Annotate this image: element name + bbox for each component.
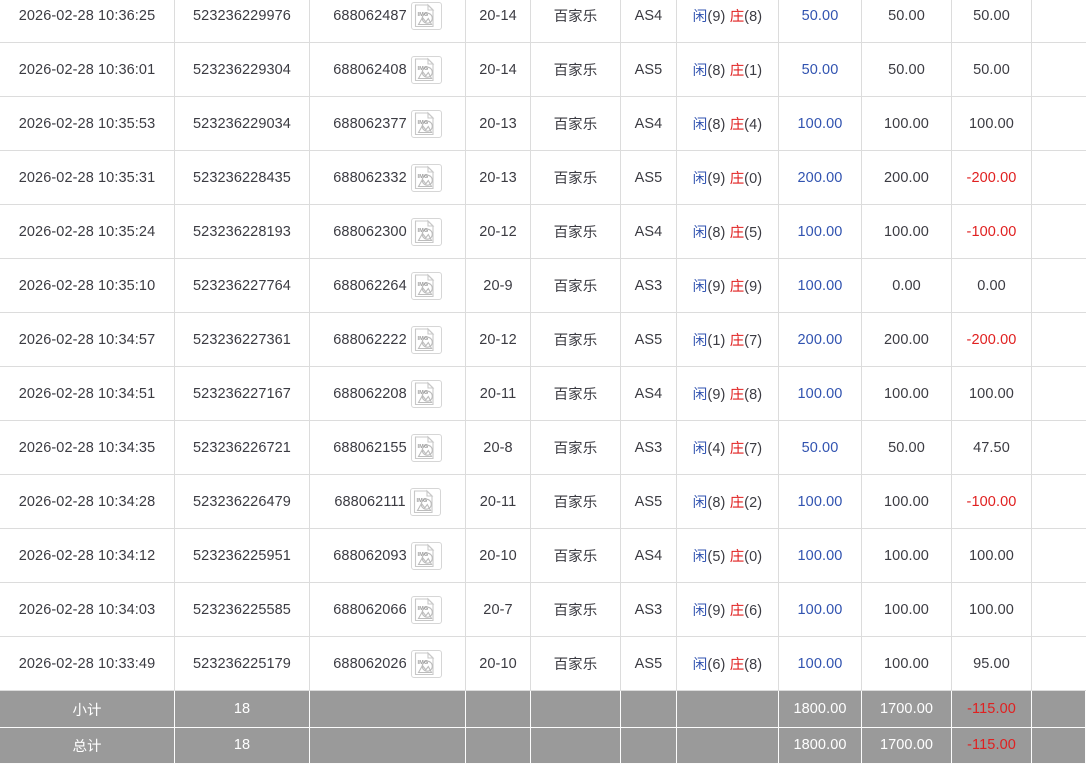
svg-text:IMG: IMG: [417, 660, 428, 666]
svg-text:IMG: IMG: [417, 336, 428, 342]
svg-text:IMG: IMG: [417, 12, 428, 18]
svg-text:IMG: IMG: [417, 174, 428, 180]
svg-text:IMG: IMG: [417, 390, 428, 396]
svg-text:IMG: IMG: [417, 606, 428, 612]
svg-text:IMG: IMG: [417, 228, 428, 234]
svg-text:IMG: IMG: [417, 120, 428, 126]
svg-text:IMG: IMG: [417, 282, 428, 288]
svg-text:IMG: IMG: [416, 498, 427, 504]
svg-text:IMG: IMG: [417, 552, 428, 558]
svg-text:IMG: IMG: [417, 66, 428, 72]
svg-text:IMG: IMG: [417, 444, 428, 450]
